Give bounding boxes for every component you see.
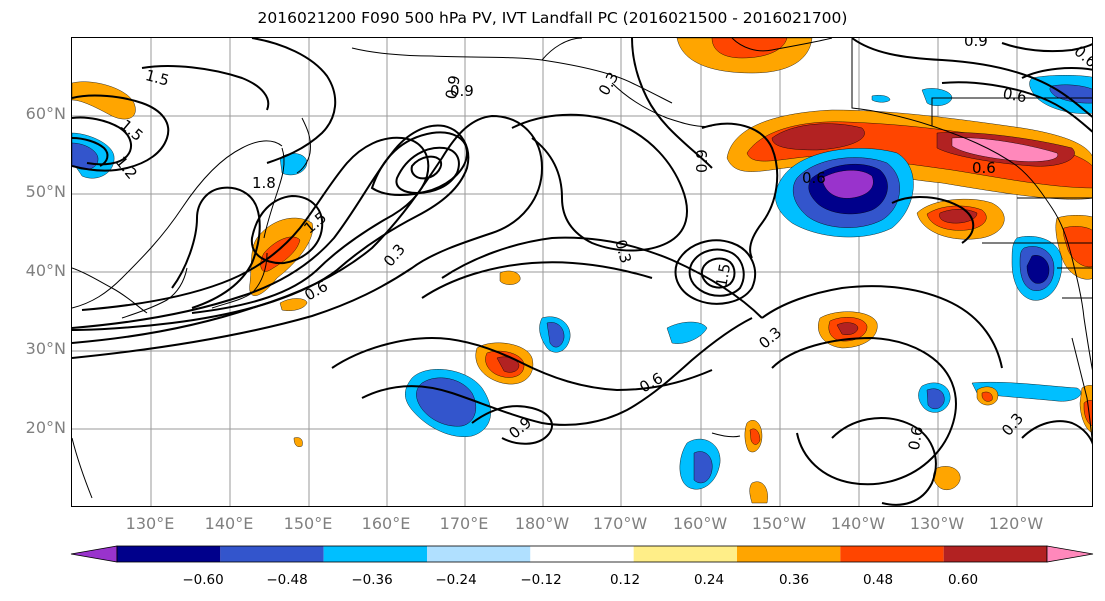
lon-label: 150°W [751, 514, 807, 533]
lat-label-40n: 40°N [25, 261, 66, 280]
lon-label: 140°W [830, 514, 886, 533]
lat-label-60n: 60°N [25, 104, 66, 123]
colorbar-tick-label: −0.12 [520, 572, 562, 588]
contour-label: 0.3 [595, 69, 623, 99]
lon-label: 170°W [592, 514, 648, 533]
contour-label: 0.3 [611, 238, 635, 266]
contour-label: 1.5 [117, 116, 147, 145]
colorbar-bin [323, 546, 427, 562]
contour-label: 0.6 [905, 425, 927, 452]
colorbar-bin [737, 546, 841, 562]
colorbar-tick-label: 0.12 [609, 572, 641, 588]
lon-label: 160°E [361, 514, 411, 533]
lon-label: 130°E [125, 514, 175, 533]
colorbar-tick-label: 0.24 [693, 572, 725, 588]
colorbar-bin [427, 546, 531, 562]
colorbar-bin [117, 546, 221, 562]
coastlines [72, 38, 1092, 499]
contour-label: 0.6 [1071, 42, 1093, 71]
lon-label: 150°E [283, 514, 333, 533]
contour-label: 1.8 [252, 174, 276, 192]
colorbar-tick-label: 0.36 [778, 572, 810, 588]
map-title: 2016021200 F090 500 hPa PV, IVT Landfall… [257, 9, 848, 27]
colorbar-outline [116, 545, 1048, 563]
colorbar-tick-label: −0.60 [182, 572, 224, 588]
pv-contours [72, 38, 1092, 506]
contour-label: 0.3 [998, 410, 1027, 440]
colorbar-tick-label: −0.24 [435, 572, 477, 588]
colorbar-extend-min [70, 545, 118, 563]
lon-label: 120°W [988, 514, 1044, 533]
lon-label: 160°W [672, 514, 728, 533]
colorbar-swatches [70, 545, 1094, 563]
lon-label: 140°E [204, 514, 254, 533]
colorbar-bin [220, 546, 324, 562]
contour-label: 1.2 [112, 153, 141, 183]
contour-label: 0.3 [755, 323, 785, 352]
colorbar-bin [633, 546, 737, 562]
contour-label: 0.6 [972, 159, 996, 177]
contour-label: 0.9 [450, 82, 474, 100]
contour-label: 0.9 [505, 413, 535, 442]
map-canvas: 1.5 1.5 0.9 0.9 0.3 0.9 0.6 1.8 1.5 0.3 … [72, 38, 1093, 506]
colorbar-bin [530, 546, 634, 562]
colorbar-tick-label: −0.36 [351, 572, 393, 588]
graticule [72, 38, 1092, 506]
lon-label: 170°E [439, 514, 489, 533]
colorbar-bin [840, 546, 944, 562]
colorbar-tick-label: −0.48 [266, 572, 308, 588]
lat-label-30n: 30°N [25, 339, 66, 358]
colorbar-bin [943, 546, 1047, 562]
colorbar-tick-label: 0.60 [947, 572, 979, 588]
colorbar-extend-max [1046, 545, 1094, 563]
contour-label: 0.9 [442, 74, 464, 101]
lat-label-20n: 20°N [25, 418, 66, 437]
lat-label-50n: 50°N [25, 182, 66, 201]
contour-label: 0.3 [380, 240, 409, 270]
contour-label: 1.5 [712, 262, 734, 289]
lon-label: 130°W [909, 514, 965, 533]
colorbar-tick-label: 0.48 [862, 572, 894, 588]
contour-label: 0.9 [964, 38, 988, 50]
shaded-anomalies [72, 38, 1092, 504]
map-frame: 1.5 1.5 0.9 0.9 0.3 0.9 0.6 1.8 1.5 0.3 … [71, 37, 1093, 507]
contour-label: 1.5 [143, 66, 171, 90]
contour-label: 0.9 [693, 149, 711, 173]
contour-label: 0.6 [636, 369, 666, 397]
contour-label: 0.6 [1001, 84, 1028, 106]
contour-label: 0.6 [802, 169, 826, 187]
lon-label: 180°W [514, 514, 570, 533]
